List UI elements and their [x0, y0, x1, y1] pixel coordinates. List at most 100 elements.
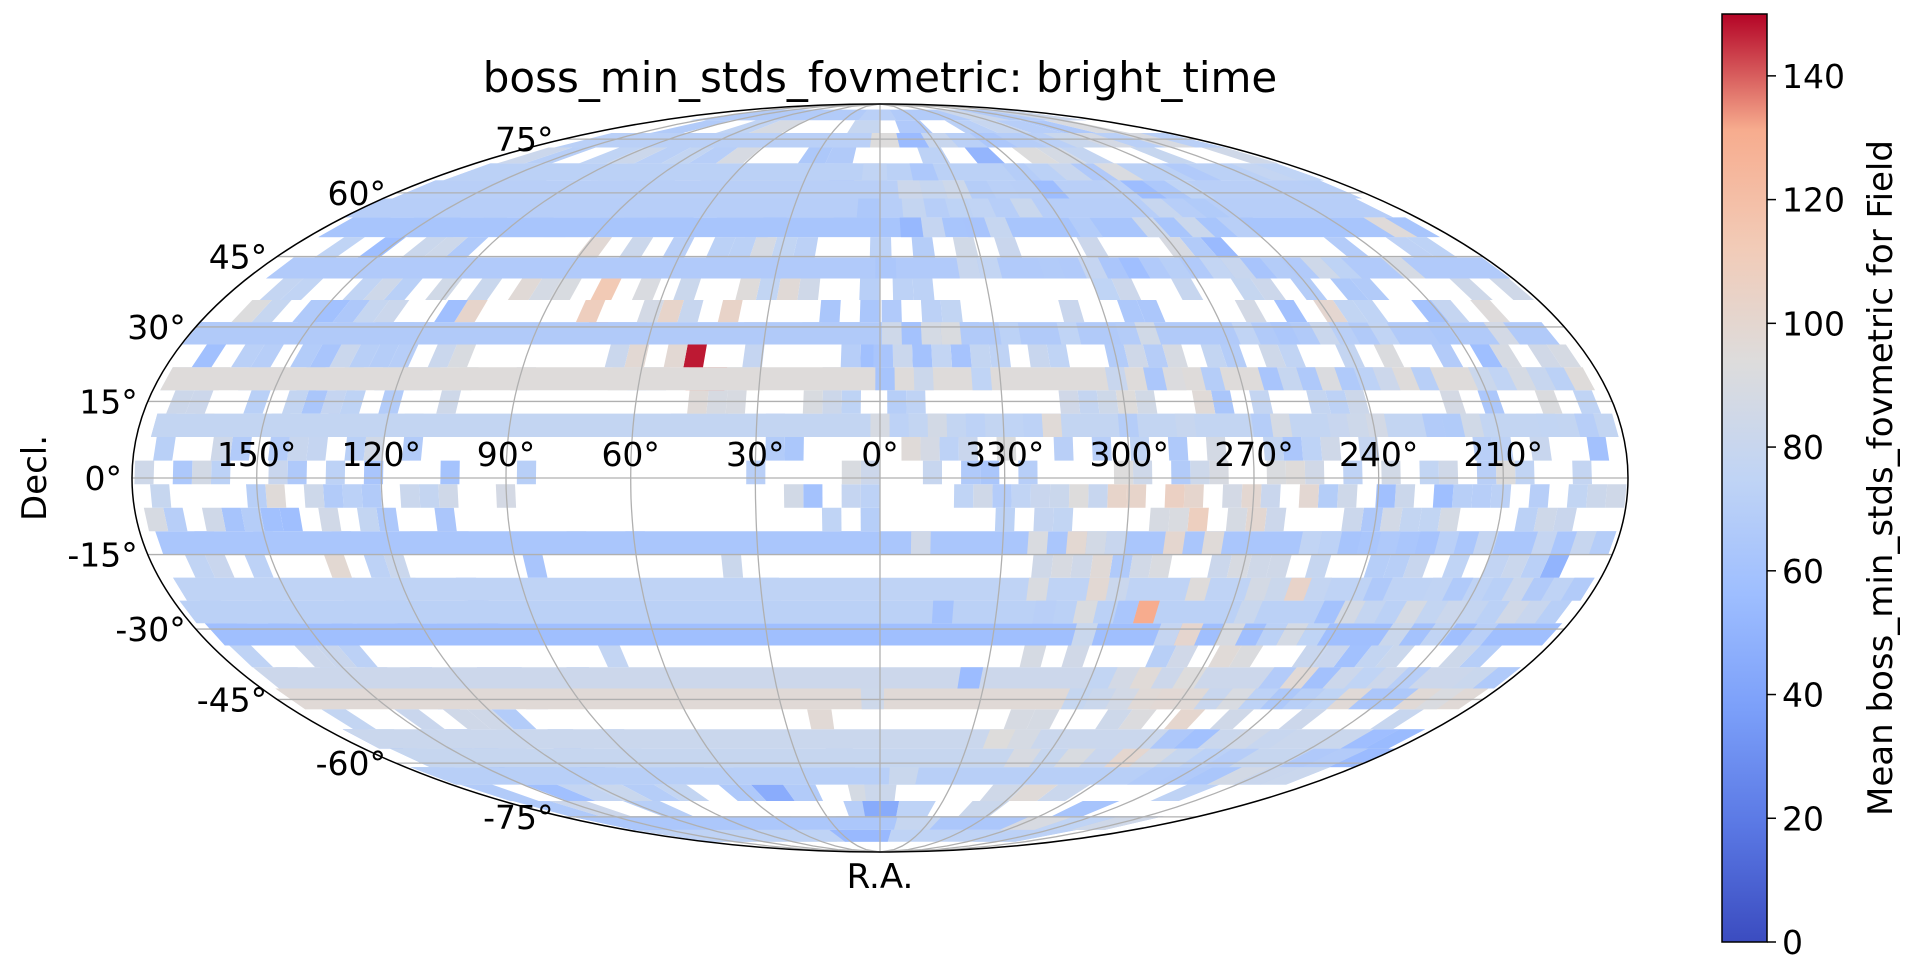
heatmap-cell	[507, 278, 542, 300]
heatmap-cell	[1008, 784, 1059, 801]
heatmap-cell	[920, 437, 940, 461]
heatmap-cell	[306, 437, 328, 461]
heatmap-cell	[944, 198, 974, 218]
heatmap-cell	[394, 709, 445, 730]
heatmap-cell	[661, 147, 715, 164]
heatmap-cell	[590, 278, 622, 300]
heatmap-cell	[1204, 198, 1254, 218]
heatmap-cell	[1379, 507, 1403, 532]
heatmap-cell	[182, 322, 1560, 345]
heatmap-cell	[1279, 667, 1320, 689]
heatmap-cell	[1166, 645, 1199, 668]
heatmap-cell	[1068, 484, 1089, 508]
heatmap-cell	[1278, 709, 1327, 730]
heatmap-cell	[966, 198, 997, 218]
heatmap-cell	[1206, 767, 1272, 785]
heatmap-cell	[1128, 554, 1153, 578]
heatmap-cell	[920, 300, 943, 323]
heatmap-cell	[1258, 344, 1287, 368]
heatmap-cell	[1091, 278, 1121, 300]
heatmap-cell	[1207, 554, 1233, 578]
heatmap-cell	[1164, 484, 1185, 508]
heatmap-cell	[440, 460, 460, 485]
colorbar-tick-label: 120	[1782, 181, 1845, 220]
heatmap-cell	[1282, 437, 1304, 461]
heatmap-cell	[604, 344, 630, 368]
heatmap-cell	[964, 147, 1005, 164]
heatmap-cell	[1487, 367, 1518, 391]
heatmap-cell	[1350, 278, 1390, 300]
heatmap-cell	[631, 278, 662, 300]
heatmap-cell	[1298, 531, 1323, 555]
heatmap-cell	[454, 300, 488, 323]
heatmap-cell	[1117, 300, 1146, 323]
heatmap-cell	[1019, 645, 1047, 668]
heatmap-cell	[1320, 437, 1342, 461]
dec-tick-label: 15°	[79, 382, 138, 421]
heatmap-cell	[444, 237, 489, 258]
heatmap-cell	[349, 344, 380, 368]
heatmap-cell	[912, 278, 935, 300]
heatmap-cell	[940, 322, 962, 345]
dec-tick-label: 0°	[85, 459, 123, 498]
colorbar-gradient	[1721, 13, 1768, 943]
heatmap-cell	[807, 709, 835, 730]
heatmap-cell	[953, 484, 974, 508]
heatmap-cell	[466, 278, 503, 300]
heatmap-cell	[1308, 322, 1341, 345]
heatmap-cell	[1162, 367, 1187, 391]
colorbar-tick-label: 80	[1782, 428, 1824, 467]
heatmap-cell	[1471, 484, 1493, 508]
heatmap-cell	[994, 507, 1016, 532]
heatmap-cell	[1183, 484, 1204, 508]
heatmap-cell	[1491, 437, 1514, 461]
heatmap-cell	[793, 237, 819, 258]
heatmap-cell	[993, 133, 1048, 148]
heatmap-cell	[1027, 344, 1051, 368]
heatmap-cell	[650, 120, 732, 133]
heatmap-cell	[749, 237, 777, 258]
heatmap-cell	[1432, 484, 1454, 508]
heatmap-cell	[841, 460, 861, 485]
heatmap-cell	[1354, 645, 1394, 668]
heatmap-cell	[1162, 344, 1188, 368]
heatmap-cell	[917, 147, 951, 164]
heatmap-cell	[1569, 531, 1597, 555]
heatmap-cell	[1588, 531, 1617, 555]
heatmap-cell	[1129, 667, 1163, 689]
heatmap-cell	[621, 784, 681, 801]
heatmap-cell	[1200, 344, 1228, 368]
heatmap-cell	[1345, 413, 1370, 437]
heatmap-cell	[1088, 484, 1108, 508]
heatmap-cell	[150, 484, 172, 508]
heatmap-cell	[983, 217, 1014, 238]
heatmap-cell	[765, 437, 785, 461]
heatmap-cell	[705, 237, 736, 258]
heatmap-cell	[950, 344, 972, 368]
heatmap-cell	[677, 300, 704, 323]
heatmap-cell	[958, 437, 978, 461]
colorbar-tick-label: 60	[1782, 552, 1824, 591]
heatmap-cell	[1414, 531, 1441, 555]
heatmap-cell	[1354, 600, 1387, 624]
heatmap-cell	[993, 120, 1064, 133]
heatmap-cell	[1560, 577, 1595, 601]
heatmap-cell	[1239, 257, 1278, 279]
heatmap-cell	[1245, 729, 1298, 749]
heatmap-cell	[1104, 367, 1129, 391]
heatmap-cell	[1514, 600, 1552, 624]
heatmap-cell	[491, 709, 537, 730]
heatmap-cell	[1030, 180, 1070, 199]
heatmap-cell	[427, 344, 457, 368]
heatmap-cell	[1434, 600, 1469, 624]
ra-tick-label: 270°	[1214, 435, 1294, 474]
heatmap-cell	[1320, 257, 1363, 279]
heatmap-cell	[467, 709, 514, 730]
heatmap-cell	[1092, 163, 1145, 181]
heatmap-cell	[191, 460, 212, 485]
heatmap-cell	[1230, 163, 1299, 181]
heatmap-cell	[1072, 600, 1098, 624]
heatmap-cell	[323, 554, 352, 578]
heatmap-cell	[356, 507, 380, 532]
heatmap-cell	[1528, 484, 1550, 508]
